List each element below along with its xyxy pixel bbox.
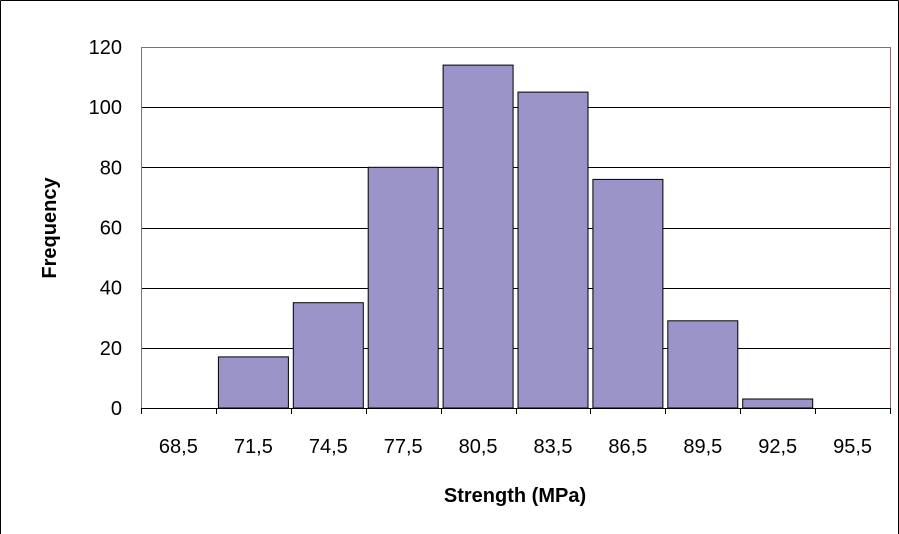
x-tick-label: 77,5 bbox=[384, 436, 423, 458]
bar-71,5 bbox=[217, 356, 289, 409]
x-tick-label: 86,5 bbox=[608, 436, 647, 458]
x-tick-label: 95,5 bbox=[833, 436, 872, 458]
x-tick-label: 89,5 bbox=[683, 436, 722, 458]
x-tick-label: 71,5 bbox=[234, 436, 273, 458]
y-tick-label: 0 bbox=[111, 398, 122, 420]
y-tick-label: 80 bbox=[100, 157, 122, 179]
x-axis-ticks bbox=[141, 408, 891, 414]
x-tick-label: 68,5 bbox=[159, 436, 198, 458]
y-axis-title: Frequency bbox=[39, 177, 61, 279]
x-tick-label: 80,5 bbox=[459, 436, 498, 458]
bar-77,5 bbox=[367, 166, 439, 409]
bar-92,5 bbox=[742, 398, 814, 409]
bar-80,5 bbox=[442, 64, 514, 409]
bars bbox=[217, 64, 814, 409]
y-tick-label: 120 bbox=[89, 37, 122, 59]
x-tick-label: 92,5 bbox=[758, 436, 797, 458]
y-tick-label: 40 bbox=[100, 278, 122, 300]
bar-83,5 bbox=[517, 91, 589, 409]
x-axis-tick-labels: 68,5 71,5 74,5 77,5 80,5 83,5 86,5 89,5 92,5 95,5 bbox=[159, 436, 872, 458]
y-tick-label: 100 bbox=[89, 97, 122, 119]
y-axis-tick-labels: 0 20 40 60 80 100 120 bbox=[89, 37, 122, 420]
bar-89,5 bbox=[667, 320, 739, 409]
y-tick-label: 60 bbox=[100, 218, 122, 240]
x-axis-title: Strength (MPa) bbox=[444, 485, 586, 507]
x-tick-label: 74,5 bbox=[309, 436, 348, 458]
gridlines bbox=[141, 47, 890, 349]
bar-74,5 bbox=[292, 302, 364, 409]
x-tick-label: 83,5 bbox=[534, 436, 573, 458]
y-tick-label: 20 bbox=[100, 338, 122, 360]
bar-86,5 bbox=[592, 178, 664, 409]
